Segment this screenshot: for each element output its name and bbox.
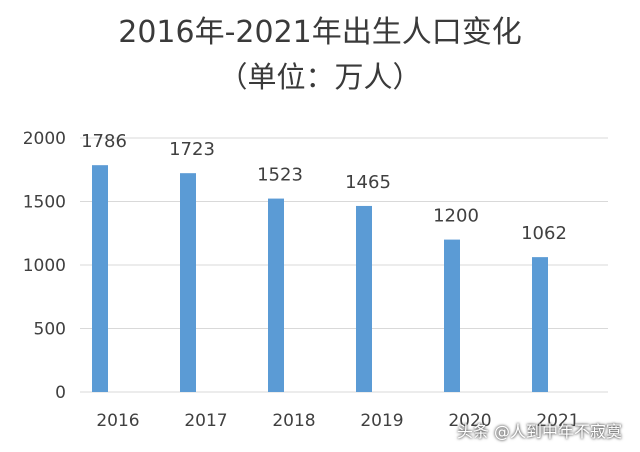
x-tick-label-2017: 2017 [184, 411, 227, 431]
grid-lines [80, 137, 608, 393]
chart-subtitle: （单位：万人） [218, 60, 422, 94]
watermark-text: 头条 @人到中年不寂寞 [456, 422, 622, 441]
y-tick-label: 500 [34, 320, 66, 340]
y-tick-label: 0 [55, 383, 66, 403]
y-tick-label: 1000 [23, 256, 66, 276]
x-tick-label-2020: 2020 [448, 411, 491, 431]
data-label-2020: 1200 [433, 206, 479, 227]
bar-2020 [444, 239, 460, 392]
data-label-2017: 1723 [169, 139, 215, 160]
chart-title: 2016年-2021年出生人口变化 [118, 15, 522, 50]
bar-2016 [92, 165, 108, 392]
x-tick-label-2021: 2021 [536, 411, 579, 431]
y-tick-label: 2000 [23, 129, 66, 149]
bars [92, 165, 548, 392]
data-label-2021: 1062 [521, 223, 567, 244]
y-tick-label: 1500 [23, 193, 66, 213]
x-axis-ticks: 2016 2017 2018 2019 2020 2021 [96, 411, 579, 431]
data-label-2019: 1465 [345, 172, 391, 193]
x-tick-label-2019: 2019 [360, 411, 403, 431]
x-tick-label-2016: 2016 [96, 411, 139, 431]
bar-2021 [532, 257, 548, 392]
data-labels: 1786 1723 1523 1465 1200 1062 [81, 131, 567, 244]
x-tick-label-2018: 2018 [272, 411, 315, 431]
bar-2019 [356, 205, 372, 392]
data-label-2018: 1523 [257, 165, 303, 186]
y-axis-ticks: 0 500 1000 1500 2000 [23, 129, 66, 403]
bar-2017 [180, 173, 196, 392]
bar-2018 [268, 198, 284, 392]
data-label-2016: 1786 [81, 131, 127, 152]
